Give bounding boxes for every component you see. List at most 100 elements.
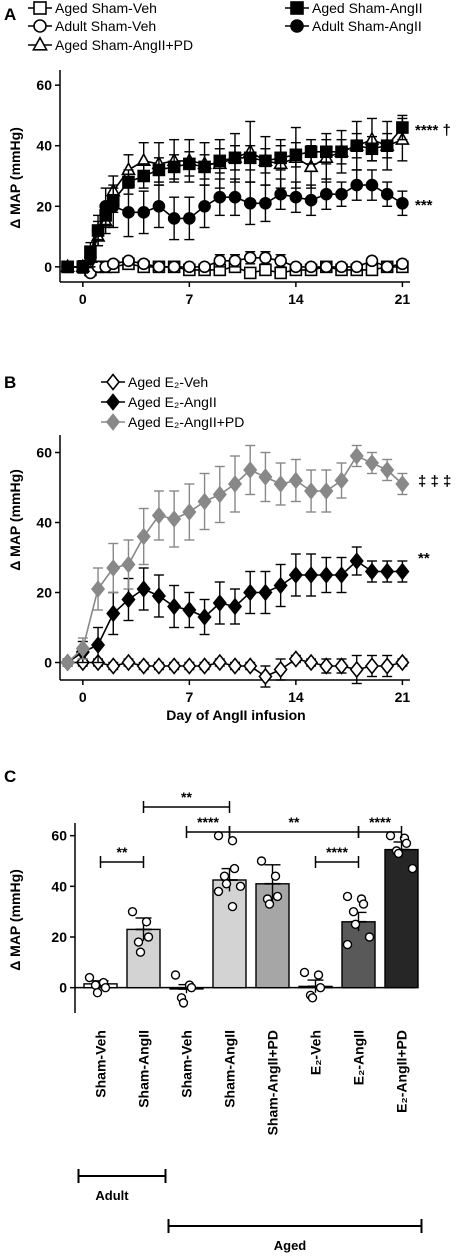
- data-point: [304, 653, 319, 672]
- data-point: [380, 187, 394, 201]
- data-point: [243, 266, 257, 280]
- y-tick-label: 20: [51, 929, 67, 945]
- data-point: [315, 982, 326, 993]
- data-point: [121, 653, 136, 672]
- data-point: [221, 879, 232, 889]
- panel-a-legend: Aged Sham-Veh Adult Sham-Veh Aged Sham-A…: [55, 0, 423, 53]
- data-point: [320, 187, 333, 201]
- data-point: [227, 597, 243, 616]
- data-point: [137, 257, 150, 271]
- data-point: [227, 657, 243, 675]
- data-point: [350, 178, 364, 192]
- data-point: [243, 583, 258, 602]
- data-point: [151, 657, 166, 675]
- data-point: [229, 863, 240, 874]
- data-point: [259, 154, 272, 168]
- data-point: [288, 650, 303, 668]
- y-tick-label: 40: [51, 878, 67, 894]
- data-point: [270, 871, 281, 881]
- data-point: [127, 906, 138, 917]
- category-label: Sham-Veh: [93, 1030, 109, 1098]
- data-point: [167, 510, 182, 528]
- data-point: [198, 160, 211, 174]
- bracket-label: **: [289, 814, 300, 830]
- significance-bracket: ****: [357, 814, 403, 838]
- significance-bracket: **: [99, 844, 145, 868]
- data-point: [213, 830, 224, 841]
- data-point: [135, 947, 146, 957]
- data-point: [137, 169, 150, 183]
- data-point: [289, 148, 303, 162]
- group-bracket-aged: [167, 1219, 423, 1233]
- data-point: [289, 260, 303, 274]
- data-point: [274, 187, 287, 201]
- data-point: [273, 660, 288, 679]
- y-tick-label: 60: [36, 445, 52, 461]
- data-point: [227, 901, 238, 912]
- legend-glyph-aged-sham-angii: [285, 1, 309, 15]
- bar-group-sham-angii: Sham-AngII: [126, 906, 161, 1108]
- data-point: [304, 482, 319, 500]
- data-point: [385, 830, 396, 841]
- data-point: [342, 891, 353, 902]
- data-point: [227, 836, 238, 846]
- data-point: [348, 906, 359, 917]
- data-point: [167, 260, 181, 274]
- panel-a-sig-top: **** †: [415, 122, 451, 139]
- y-tick-label: 60: [36, 77, 52, 93]
- panel-c-ylabel: Δ MAP (mmHg): [7, 869, 23, 971]
- bar-group-sham-angii: Sham-AngII: [212, 830, 247, 1108]
- x-tick-label: 14: [288, 291, 304, 307]
- data-point: [272, 891, 283, 902]
- y-tick-label: 0: [44, 655, 52, 671]
- bar-group-sham-veh: Sham-Veh: [169, 970, 204, 1098]
- bracket-label: **: [181, 789, 192, 805]
- data-point: [213, 154, 227, 168]
- category-label: Sham-AngII: [136, 1030, 152, 1108]
- bar-group-e2-angii: E₂-AngII: [341, 891, 376, 1085]
- x-tick-label: 7: [185, 689, 193, 705]
- legend-glyph-aged-e2-veh: [101, 373, 125, 391]
- data-point: [227, 475, 243, 493]
- bar-group-e2-veh: E₂-Veh: [298, 967, 333, 1075]
- data-point: [364, 932, 375, 942]
- data-point: [183, 260, 196, 274]
- legend-glyph-aged-e2-angii-pd-marker: [105, 413, 121, 431]
- panel-b-ylabel: Δ MAP (mmHg): [7, 469, 23, 571]
- data-point: [91, 224, 105, 237]
- data-point: [258, 583, 273, 602]
- data-point: [84, 972, 95, 983]
- data-point: [167, 160, 181, 174]
- data-point: [75, 639, 90, 658]
- data-point: [212, 653, 227, 672]
- category-label: E₂-Veh: [308, 1030, 324, 1075]
- data-point: [92, 988, 103, 998]
- bracket-label: **: [117, 844, 128, 860]
- data-point: [212, 485, 227, 504]
- data-point: [243, 657, 258, 675]
- series-aged-e2-veh: [60, 650, 410, 688]
- data-point: [335, 145, 348, 159]
- significance-bracket: **: [228, 814, 360, 838]
- y-tick-label: 60: [51, 828, 67, 844]
- data-point: [288, 471, 303, 490]
- data-point: [197, 492, 212, 511]
- data-point: [320, 260, 333, 274]
- data-point: [395, 475, 410, 493]
- data-point: [396, 121, 409, 134]
- data-point: [396, 257, 409, 271]
- data-point: [258, 667, 273, 686]
- data-point: [219, 871, 230, 881]
- data-point: [182, 657, 197, 675]
- panel-b-letter: B: [4, 373, 16, 392]
- data-point: [304, 566, 319, 584]
- legend-aged-sham-veh: Aged Sham-Veh: [55, 0, 157, 16]
- group-label-adult: Adult: [95, 1188, 129, 1203]
- legend-glyph-aged-e2-veh-marker: [105, 373, 121, 391]
- data-point: [243, 196, 257, 210]
- data-point: [228, 151, 242, 165]
- legend-glyph-adult-sham-veh: [28, 19, 52, 33]
- data-point: [152, 199, 166, 213]
- legend-aged-e2-veh: Aged E₂-Veh: [128, 374, 208, 390]
